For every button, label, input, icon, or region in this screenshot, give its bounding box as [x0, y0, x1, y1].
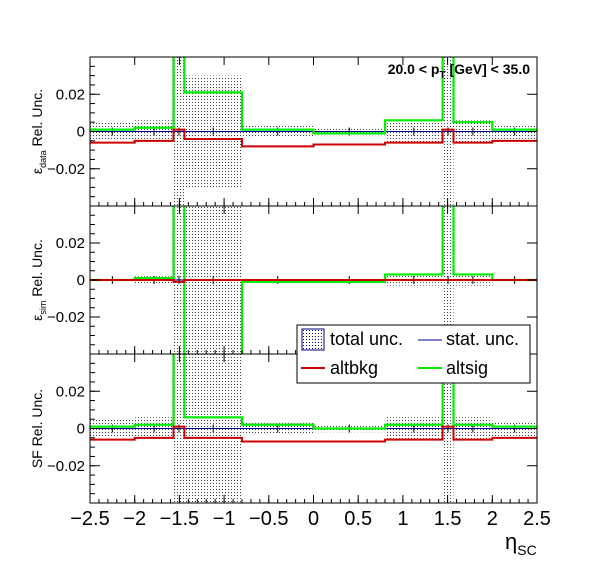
- x-tick-label: 2: [487, 508, 498, 530]
- legend: total unc. stat. unc. altbkg altsig: [296, 324, 531, 384]
- legend-total-label: total unc.: [330, 329, 403, 349]
- y-axis-title: εdata Rel. Unc.: [29, 89, 48, 174]
- altsig-line: [90, 57, 537, 135]
- x-tick-label: 1: [397, 508, 408, 530]
- y-tick-label: −0.02: [47, 309, 85, 326]
- y-tick-label: −0.02: [47, 161, 85, 178]
- y-tick-label: 0.02: [56, 235, 85, 252]
- altsig-line: [90, 206, 537, 354]
- x-tick-label: −0.5: [249, 508, 288, 530]
- pt-range-annotation: 20.0 < pT [GeV] < 35.0: [388, 61, 531, 81]
- legend-altsig-label: altsig: [446, 358, 488, 378]
- legend-altbkg-label: altbkg: [330, 358, 378, 378]
- y-tick-label: 0.02: [56, 383, 85, 400]
- legend-total-swatch: [301, 328, 325, 351]
- y-tick-label: 0: [77, 421, 85, 438]
- y-tick-label: 0.02: [56, 86, 85, 103]
- x-tick-label: 1.5: [434, 508, 462, 530]
- y-tick-label: 0: [77, 272, 85, 289]
- y-tick-label: −0.02: [47, 458, 85, 475]
- x-tick-label: −2: [123, 508, 146, 530]
- legend-stat-label: stat. unc.: [446, 329, 519, 349]
- altbkg-line: [90, 128, 537, 148]
- y-axis-title: εsim Rel. Unc.: [29, 239, 48, 321]
- x-tick-label: 2.5: [523, 508, 551, 530]
- altbkg-line: [90, 279, 537, 283]
- x-tick-label: −1: [213, 508, 236, 530]
- x-tick-label: −2.5: [70, 508, 109, 530]
- x-tick-label: 0.5: [344, 508, 372, 530]
- legend-box: [296, 324, 531, 384]
- x-tick-label: 0: [308, 508, 319, 530]
- altsig-line: [90, 354, 537, 430]
- x-axis-title: ηSC: [505, 529, 537, 558]
- y-axis-title: SF Rel. Unc.: [29, 389, 45, 468]
- altbkg-line: [90, 425, 537, 443]
- x-tick-label: −1.5: [160, 508, 199, 530]
- y-tick-label: 0: [77, 124, 85, 141]
